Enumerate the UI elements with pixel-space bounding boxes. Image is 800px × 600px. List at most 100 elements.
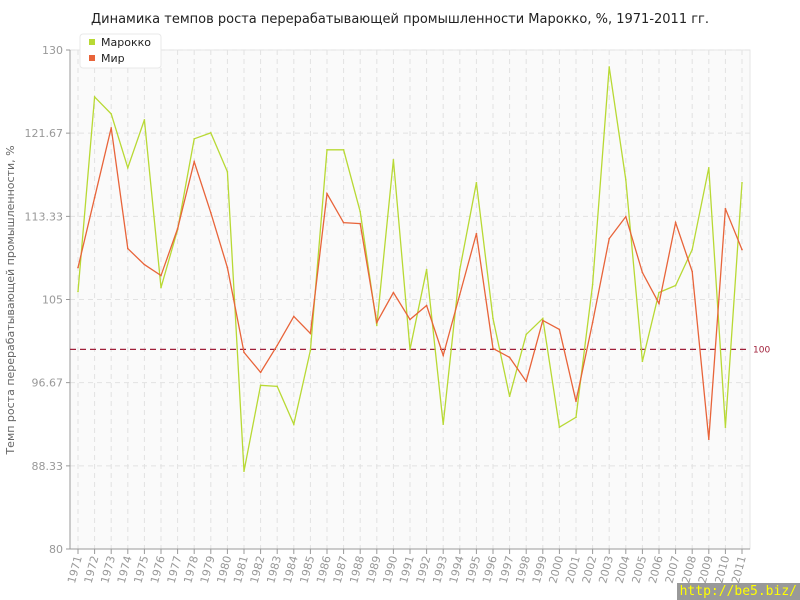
data-point: [625, 215, 627, 218]
data-point: [475, 232, 478, 235]
legend-swatch: [89, 55, 95, 61]
data-point: [259, 384, 262, 387]
data-point: [77, 266, 79, 269]
legend-swatch: [89, 39, 95, 45]
data-point: [542, 319, 544, 322]
data-point: [293, 315, 295, 318]
y-tick-label: 130: [42, 44, 63, 57]
legend-label: Марокко: [101, 36, 151, 49]
data-point: [160, 274, 162, 277]
data-point: [508, 356, 511, 359]
data-point: [724, 207, 727, 210]
y-tick-label: 105: [42, 294, 63, 307]
data-point: [276, 385, 279, 388]
data-point: [276, 344, 279, 347]
y-tick-label: 88.33: [32, 460, 64, 473]
data-point: [93, 96, 96, 98]
legend-label: Мир: [101, 52, 125, 65]
y-axis-label: Темп роста перерабатывающей промышленнос…: [4, 145, 17, 455]
data-point: [210, 132, 212, 134]
data-point: [376, 324, 378, 327]
data-point: [658, 291, 660, 294]
data-point: [143, 119, 146, 121]
data-point: [160, 286, 162, 289]
data-point: [309, 349, 312, 352]
watermark: http://be5.biz/: [676, 583, 800, 600]
data-point: [741, 248, 743, 251]
data-point: [127, 247, 129, 250]
data-point: [674, 221, 677, 224]
data-point: [625, 178, 627, 181]
data-point: [442, 423, 445, 426]
data-point: [658, 302, 660, 305]
data-point: [724, 426, 727, 429]
data-point: [326, 192, 328, 195]
data-point: [326, 149, 328, 151]
data-point: [558, 426, 561, 429]
data-point: [376, 321, 378, 324]
data-point: [110, 113, 112, 115]
data-point: [176, 227, 179, 230]
data-point: [359, 222, 362, 225]
data-point: [342, 221, 345, 224]
data-point: [442, 354, 445, 357]
data-point: [193, 138, 195, 140]
data-point: [542, 317, 544, 320]
data-point: [608, 66, 610, 68]
data-point: [243, 351, 245, 354]
data-point: [575, 400, 577, 403]
data-point: [691, 270, 693, 273]
data-point: [425, 304, 428, 307]
data-point: [226, 170, 229, 173]
data-point: [342, 149, 345, 151]
data-point: [508, 395, 511, 398]
data-point: [641, 360, 644, 363]
data-point: [143, 263, 146, 266]
data-point: [708, 166, 710, 169]
x-tick-label: 2011: [729, 554, 749, 584]
data-point: [425, 268, 428, 271]
data-point: [409, 318, 411, 321]
data-point: [475, 181, 478, 184]
data-point: [293, 423, 295, 426]
y-tick-label: 96.67: [32, 377, 64, 390]
data-point: [226, 266, 229, 269]
data-point: [708, 438, 710, 441]
y-tick-label: 113.33: [25, 210, 64, 223]
chart-title: Динамика темпов роста перерабатывающей п…: [91, 12, 709, 27]
data-point: [459, 268, 461, 271]
data-point: [459, 293, 461, 296]
data-point: [525, 333, 527, 336]
data-point: [210, 211, 212, 214]
data-point: [558, 328, 561, 331]
data-point: [127, 166, 129, 169]
data-point: [359, 210, 362, 213]
data-point: [309, 332, 312, 335]
data-point: [741, 181, 743, 184]
data-point: [492, 347, 494, 350]
data-point: [259, 371, 262, 374]
data-point: [608, 237, 610, 240]
data-point: [575, 416, 577, 419]
reference-line-label: 100: [753, 345, 770, 355]
data-point: [641, 271, 644, 274]
y-tick-label: 121.67: [25, 127, 64, 140]
data-point: [392, 158, 395, 161]
data-point: [243, 470, 245, 472]
data-point: [93, 196, 96, 199]
y-tick-label: 80: [49, 543, 63, 556]
data-point: [591, 283, 594, 286]
data-point: [392, 291, 395, 294]
legend-box: [79, 33, 162, 69]
data-point: [193, 160, 195, 163]
data-point: [409, 348, 411, 351]
data-point: [77, 290, 79, 293]
data-point: [492, 317, 494, 320]
data-point: [525, 380, 527, 383]
data-point: [674, 284, 677, 287]
data-point: [591, 321, 594, 324]
data-point: [691, 248, 693, 251]
data-point: [110, 127, 112, 129]
